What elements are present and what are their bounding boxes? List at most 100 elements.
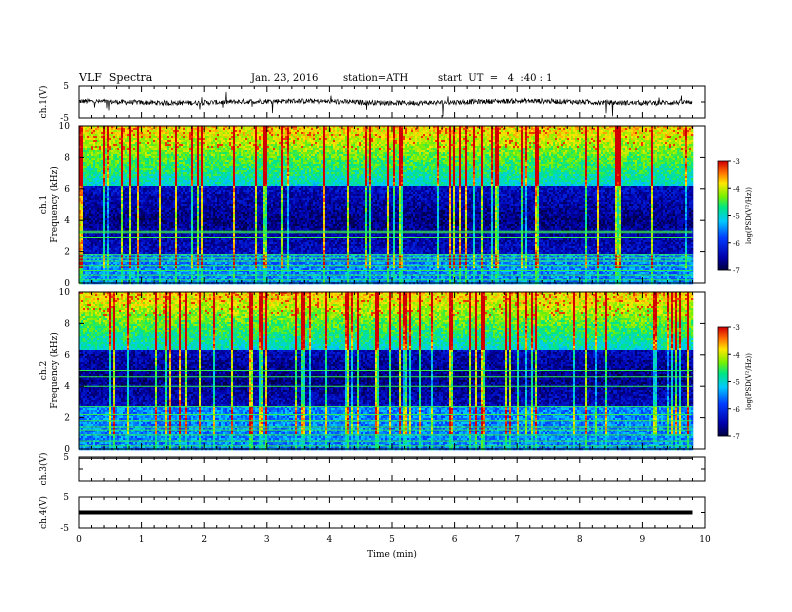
spectrogram-cell [309, 136, 312, 139]
spectrogram-cell [259, 134, 262, 137]
spectrogram-cell [155, 132, 158, 135]
spectrogram-cell [465, 132, 468, 135]
spectrogram-cell [405, 154, 408, 157]
spectrogram-cell [515, 138, 518, 141]
spectrogram-cell [389, 126, 392, 129]
spectrogram-cell [481, 144, 484, 147]
spectrogram-cell [623, 134, 626, 137]
spectrogram-cell [501, 134, 504, 137]
spectrogram-cell [89, 148, 92, 151]
spectrogram-cell [189, 146, 192, 149]
spectrogram-cell [357, 152, 360, 155]
spectrogram-cell [409, 150, 412, 153]
spectrogram-cell [505, 140, 508, 143]
spectrogram-cell [381, 134, 384, 137]
spectrogram-cell [147, 138, 150, 141]
spectrogram-cell [145, 150, 148, 153]
spectrogram-cell [595, 140, 598, 143]
spectrogram-cell [659, 150, 662, 153]
spectrogram-cell [359, 140, 362, 143]
spectrogram-cell [653, 154, 656, 157]
spectrogram-cell [153, 128, 156, 131]
spectrogram-cell [673, 138, 676, 141]
spectrogram-cell [449, 152, 452, 155]
spectrogram-cell [369, 128, 372, 131]
spectrogram-cell [183, 128, 186, 131]
spectrogram-cell [345, 132, 348, 135]
spectrogram-cell [513, 140, 516, 143]
spectrogram-cell [195, 144, 198, 147]
spectrogram-cell [529, 154, 532, 157]
spectrogram-cell [303, 144, 306, 147]
spectrogram-cell [307, 138, 310, 141]
spectrogram-cell [127, 152, 130, 155]
spectrogram-cell [655, 142, 658, 145]
spectrogram-cell [667, 126, 670, 129]
spectrogram-cell [219, 128, 222, 131]
spectrogram-cell [85, 144, 88, 147]
spectrogram-cell [83, 136, 86, 139]
spectrogram-cell [131, 134, 134, 137]
spectrogram-cell [489, 142, 492, 145]
spectrogram-cell [255, 130, 258, 133]
spectrogram-cell [551, 152, 554, 155]
spectrogram-cell [297, 148, 300, 151]
spectrogram-cell [185, 152, 188, 155]
spectrogram-cell [273, 130, 276, 133]
spectrogram-cell [329, 126, 332, 129]
spectrogram-cell [133, 134, 136, 137]
spectrogram-cell [397, 136, 400, 139]
spectrogram-cell [161, 128, 164, 131]
spectrogram-cell [437, 156, 440, 159]
spectrogram-cell [559, 152, 562, 155]
spectrogram-cell [601, 150, 604, 153]
spectrogram-cell [595, 136, 598, 139]
spectrogram-cell [349, 132, 352, 135]
spectrogram-cell [365, 130, 368, 133]
spectrogram-cell [275, 152, 278, 155]
spectrogram-cell [291, 152, 294, 155]
spectrogram-cell [167, 146, 170, 149]
spectrogram-cell [415, 134, 418, 137]
spectrogram-cell [119, 138, 122, 141]
spectrogram-cell [311, 140, 314, 143]
spectrogram-cell [487, 128, 490, 131]
spectrogram-cell [583, 128, 586, 131]
spectrogram-cell [597, 130, 600, 133]
spectrogram-cell [447, 152, 450, 155]
spectrogram-cell [243, 128, 246, 131]
spectrogram-cell [615, 128, 618, 131]
spectrogram-cell [661, 140, 664, 143]
spectrogram-cell [123, 140, 126, 143]
spectrogram-cell [321, 152, 324, 155]
spectrogram-cell [481, 132, 484, 135]
spectrogram-cell [637, 128, 640, 131]
spectrogram-cell [117, 154, 120, 157]
spectrogram-cell [599, 154, 602, 157]
spectrogram-cell [291, 142, 294, 145]
spectrogram-cell [529, 152, 532, 155]
spectrogram-cell [557, 156, 560, 159]
spectrogram-cell [511, 128, 514, 131]
spectrogram-cell [129, 140, 132, 143]
spectrogram-cell [557, 130, 560, 133]
spectrogram-cell [399, 140, 402, 143]
spectrogram-cell [283, 140, 286, 143]
spectrogram-cell [535, 130, 538, 133]
spectrogram-cell [325, 132, 328, 135]
spectrogram-cell [475, 130, 478, 133]
spectrogram-cell [197, 154, 200, 157]
spectrogram-cell [139, 130, 142, 133]
spectrogram-cell [247, 142, 250, 145]
spectrogram-cell [635, 146, 638, 149]
spectrogram-cell [327, 126, 330, 129]
spectrogram-cell [465, 138, 468, 141]
spectrogram-cell [147, 148, 150, 151]
spectrogram-cell [189, 134, 192, 137]
spectrogram-cell [89, 136, 92, 139]
spectrogram-cell [391, 156, 394, 159]
spectrogram-cell [371, 126, 374, 129]
spectrogram-cell [385, 156, 388, 159]
spectrogram-cell [133, 130, 136, 133]
spectrogram-cell [513, 128, 516, 131]
